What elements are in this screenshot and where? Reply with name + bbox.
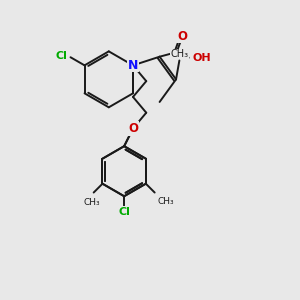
Text: O: O [177, 30, 187, 43]
Text: Cl: Cl [118, 206, 130, 217]
Text: OH: OH [193, 53, 212, 63]
Text: CH₃: CH₃ [84, 198, 101, 207]
Text: CH₃: CH₃ [157, 197, 174, 206]
Text: Cl: Cl [56, 51, 68, 61]
Text: CH₃: CH₃ [170, 49, 188, 59]
Text: O: O [128, 122, 138, 135]
Text: N: N [128, 59, 138, 72]
